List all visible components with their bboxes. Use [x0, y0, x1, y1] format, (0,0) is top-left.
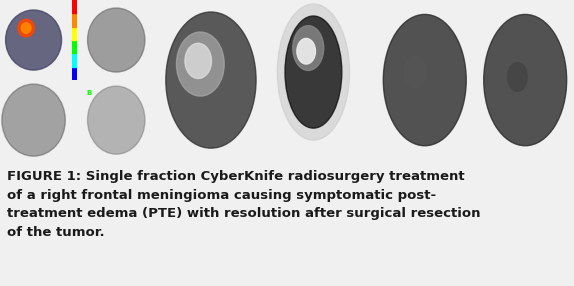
Ellipse shape — [88, 86, 145, 154]
Bar — [72, 53, 77, 67]
Bar — [72, 0, 77, 13]
Ellipse shape — [404, 56, 426, 88]
Text: FIGURE 1: Single fraction CyberKnife radiosurgery treatment
of a right frontal m: FIGURE 1: Single fraction CyberKnife rad… — [7, 170, 480, 239]
Ellipse shape — [185, 43, 211, 78]
Bar — [72, 40, 77, 53]
Bar — [72, 67, 77, 80]
Ellipse shape — [176, 32, 224, 96]
Ellipse shape — [484, 14, 567, 146]
Bar — [72, 13, 77, 27]
Ellipse shape — [383, 14, 466, 146]
Ellipse shape — [297, 38, 316, 64]
Ellipse shape — [293, 26, 324, 70]
Bar — [72, 27, 77, 40]
Ellipse shape — [285, 16, 342, 128]
Ellipse shape — [6, 10, 61, 70]
Ellipse shape — [166, 12, 256, 148]
Ellipse shape — [21, 23, 31, 33]
Text: B: B — [86, 90, 91, 96]
Ellipse shape — [277, 4, 350, 140]
Ellipse shape — [2, 84, 65, 156]
Ellipse shape — [88, 8, 145, 72]
Ellipse shape — [507, 62, 527, 91]
Ellipse shape — [18, 19, 34, 37]
